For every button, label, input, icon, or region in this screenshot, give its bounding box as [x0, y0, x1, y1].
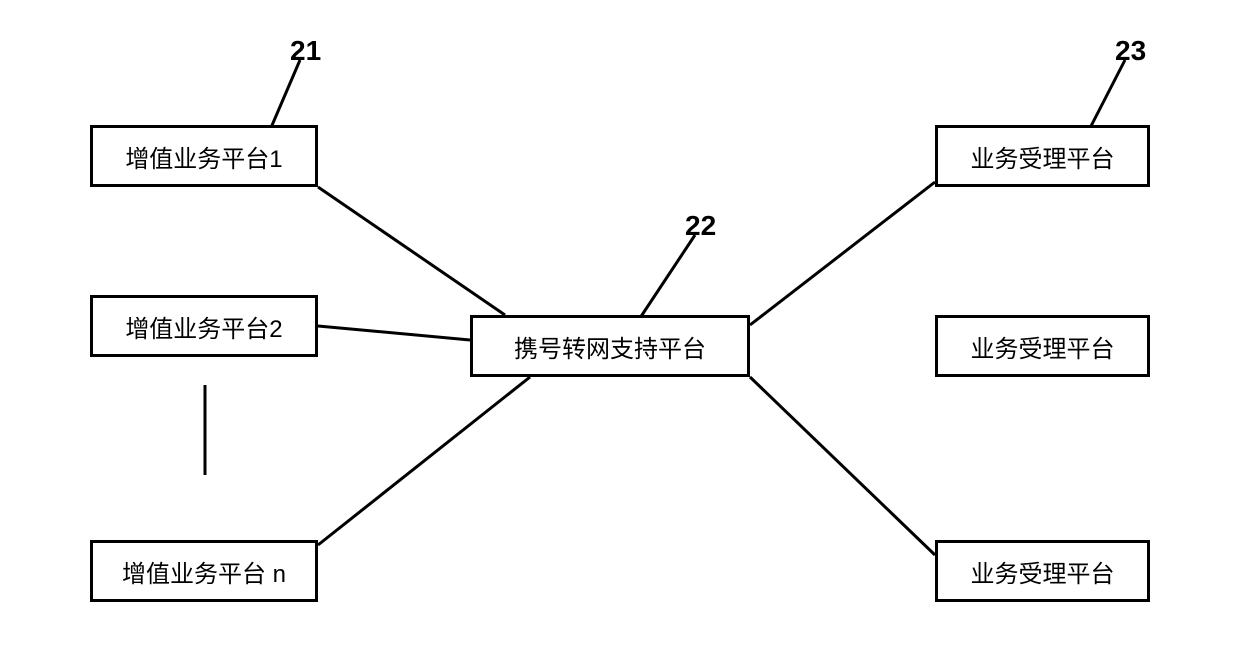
- callout-text: 21: [290, 35, 321, 66]
- callout-22: 22: [685, 210, 716, 242]
- node-value-added-platform-1: 增值业务平台1: [90, 125, 318, 187]
- node-label: 业务受理平台: [971, 139, 1115, 174]
- node-number-portability-platform: 携号转网支持平台: [470, 315, 750, 377]
- callout-text: 22: [685, 210, 716, 241]
- node-label: 增值业务平台 n: [122, 554, 286, 589]
- callout-21: 21: [290, 35, 321, 67]
- callout-23: 23: [1115, 35, 1146, 67]
- node-service-acceptance-platform-1: 业务受理平台: [935, 125, 1150, 187]
- node-value-added-platform-n: 增值业务平台 n: [90, 540, 318, 602]
- node-value-added-platform-2: 增值业务平台2: [90, 295, 318, 357]
- node-service-acceptance-platform-2: 业务受理平台: [935, 315, 1150, 377]
- node-label: 携号转网支持平台: [514, 329, 706, 364]
- callout-text: 23: [1115, 35, 1146, 66]
- node-label: 业务受理平台: [971, 329, 1115, 364]
- node-label: 增值业务平台2: [125, 309, 282, 344]
- node-label: 增值业务平台1: [125, 139, 282, 174]
- node-label: 业务受理平台: [971, 554, 1115, 589]
- node-service-acceptance-platform-3: 业务受理平台: [935, 540, 1150, 602]
